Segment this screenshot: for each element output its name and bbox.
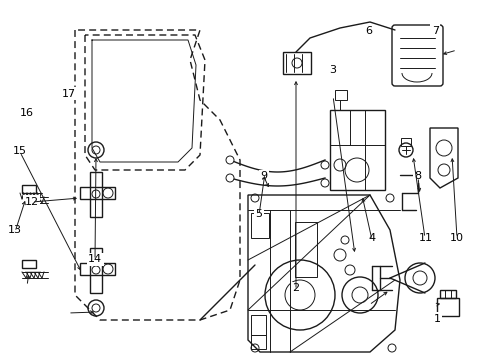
Text: 8: 8 [414,171,421,181]
Text: 10: 10 [449,233,463,243]
Bar [22,185,36,193]
Bar [294,222,316,277]
Text: 12: 12 [25,197,39,207]
Bar [400,138,410,146]
Text: 13: 13 [8,225,21,235]
Circle shape [225,156,234,164]
Text: 1: 1 [433,314,440,324]
Text: 9: 9 [260,171,267,181]
Circle shape [320,179,328,187]
Bar [334,90,346,100]
Text: 17: 17 [61,89,75,99]
Bar [329,110,384,190]
Text: 15: 15 [13,146,26,156]
Bar [439,290,455,298]
Bar [80,187,115,199]
Bar [80,263,115,275]
Circle shape [320,161,328,169]
Bar [250,335,265,349]
Bar [436,298,458,316]
Text: 16: 16 [20,108,34,118]
Bar [90,248,102,293]
Text: 11: 11 [418,233,431,243]
Text: 7: 7 [431,26,438,36]
Text: 6: 6 [365,26,372,36]
Text: 2: 2 [292,283,299,293]
Text: 5: 5 [255,209,262,219]
Bar [22,260,36,268]
Text: 4: 4 [367,233,374,243]
Bar [250,315,265,335]
Bar [283,52,310,74]
Bar [90,172,102,217]
Text: 3: 3 [328,65,335,75]
Text: 14: 14 [88,254,102,264]
Circle shape [225,174,234,182]
Bar [250,213,268,238]
